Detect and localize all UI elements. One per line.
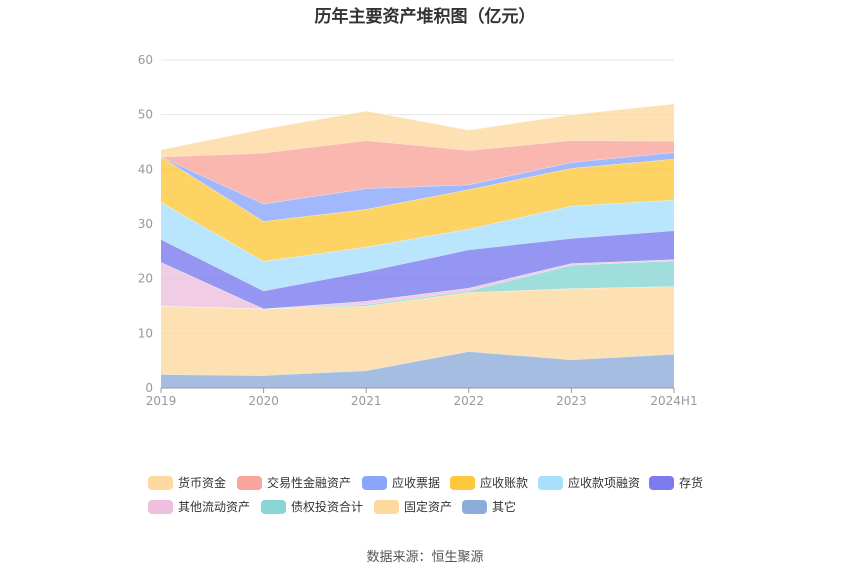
area-series-0 bbox=[161, 351, 674, 388]
y-tick-label: 40 bbox=[138, 162, 153, 176]
area-series-layer bbox=[160, 103, 675, 388]
y-tick-label: 20 bbox=[138, 272, 153, 286]
axes: 0 10 20 30 40 50 60 2019 2020 2021 2022 2023 2024H1 bbox=[138, 53, 698, 408]
x-tick-label: 2020 bbox=[248, 394, 279, 408]
x-tick-label: 2021 bbox=[351, 394, 382, 408]
area-series-9 bbox=[161, 103, 674, 157]
area-series-8 bbox=[161, 140, 674, 204]
area-series-4 bbox=[161, 230, 674, 309]
area-series-edge-9 bbox=[160, 103, 675, 151]
y-tick-label: 10 bbox=[138, 326, 153, 340]
area-series-6 bbox=[161, 156, 674, 262]
y-tick-label: 0 bbox=[145, 381, 153, 395]
x-tick-label: 2023 bbox=[556, 394, 587, 408]
area-series-5 bbox=[161, 199, 674, 291]
data-source: 数据来源：恒生聚源 bbox=[366, 550, 484, 565]
x-tick-label: 2019 bbox=[146, 394, 177, 408]
area-series-1 bbox=[161, 286, 674, 376]
area-series-3 bbox=[161, 259, 674, 309]
chart-title: 历年主要资产堆积图（亿元） bbox=[314, 7, 536, 27]
area-series-2 bbox=[161, 260, 674, 309]
x-tick-label: 2024H1 bbox=[650, 394, 697, 408]
y-tick-label: 30 bbox=[138, 217, 153, 231]
x-tick-label: 2022 bbox=[454, 394, 485, 408]
y-tick-label: 50 bbox=[138, 108, 153, 122]
y-tick-label: 60 bbox=[138, 53, 153, 67]
